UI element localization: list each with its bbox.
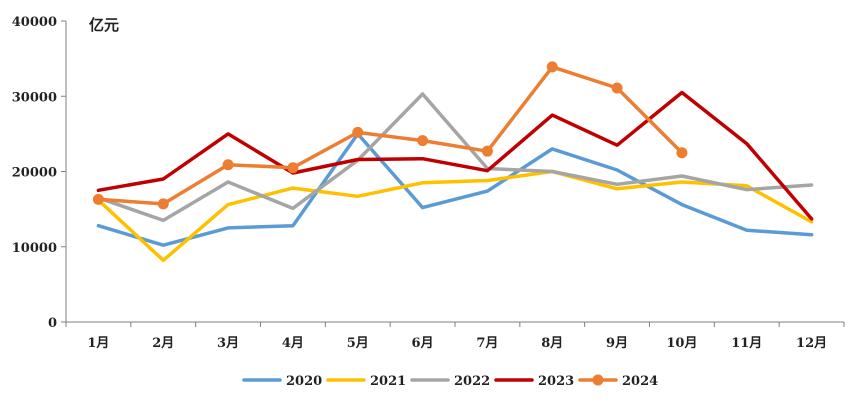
x-tick-label: 2月: [152, 336, 174, 351]
y-axis-unit-label: 亿元: [89, 16, 119, 34]
y-tick-label: 0: [48, 316, 57, 331]
legend-item-2022: 2022: [410, 374, 490, 389]
data-point-2024-4: [287, 162, 299, 174]
data-point-2024-2: [157, 198, 169, 210]
data-point-2024-8: [546, 61, 558, 73]
y-tick-label: 30000: [12, 90, 57, 105]
legend-item-2024: 2024: [578, 374, 658, 389]
x-tick-label: 10月: [666, 336, 697, 351]
series-2021: [96, 169, 814, 263]
legend-label: 2024: [622, 374, 658, 389]
x-tick-label: 5月: [347, 336, 369, 351]
y-tick-label: 40000: [12, 15, 57, 30]
series-line-2022: [96, 92, 814, 223]
x-tick-label: 8月: [541, 336, 563, 351]
legend-label: 2022: [454, 374, 490, 389]
series-line-2021: [96, 169, 814, 263]
legend: 2020 2021 2022 2023 2024: [242, 374, 658, 389]
legend-item-2023: 2023: [494, 374, 574, 389]
x-tick-label: 11月: [731, 336, 762, 351]
legend-label: 2020: [286, 374, 322, 389]
y-axis-ticks: 0 10000 20000 30000 40000: [12, 15, 66, 331]
y-tick-label: 10000: [12, 241, 57, 256]
legend-item-2020: 2020: [242, 374, 322, 389]
legend-label: 2023: [538, 374, 574, 389]
x-axis-ticks: 1月 2月 3月 4月 5月 6月 7月 8月 9月 10月 11月 12月: [65, 322, 845, 351]
data-point-2024-1: [92, 193, 104, 205]
x-tick-label: 3月: [217, 336, 239, 351]
x-tick-label: 4月: [282, 336, 304, 351]
series-layer: [92, 61, 814, 263]
data-point-2024-3: [222, 159, 234, 171]
data-point-2024-10: [676, 147, 688, 159]
data-point-2024-6: [417, 135, 429, 147]
data-point-2024-5: [352, 126, 364, 138]
series-line-2020: [96, 132, 814, 247]
legend-marker: [592, 374, 604, 386]
y-tick-label: 20000: [12, 166, 57, 181]
series-2024: [92, 61, 688, 210]
series-line-2024: [96, 65, 684, 206]
x-tick-label: 9月: [606, 336, 628, 351]
legend-item-2021: 2021: [326, 374, 406, 389]
data-point-2024-9: [611, 82, 623, 94]
series-2022: [96, 92, 814, 223]
data-point-2024-7: [481, 145, 493, 157]
series-2020: [96, 132, 814, 247]
x-tick-label: 1月: [87, 336, 109, 351]
x-tick-label: 6月: [412, 336, 434, 351]
series-2023: [96, 90, 814, 221]
x-tick-label: 12月: [796, 336, 827, 351]
series-line-2023: [96, 90, 814, 221]
legend-label: 2021: [370, 374, 406, 389]
x-tick-label: 7月: [476, 336, 498, 351]
